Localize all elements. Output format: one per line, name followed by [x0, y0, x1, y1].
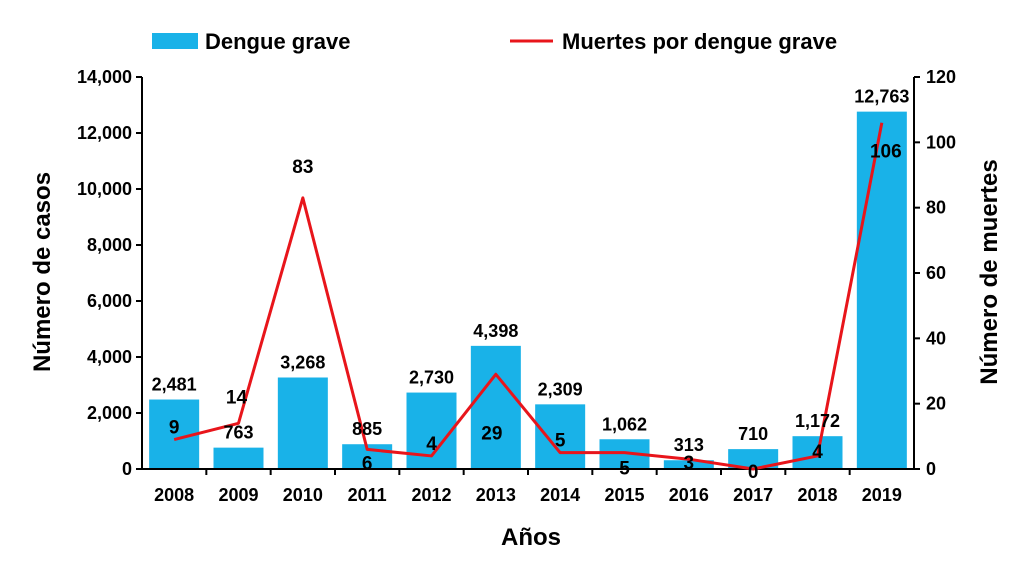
bar-2016 — [663, 460, 714, 469]
death-value-label: 4 — [426, 434, 437, 455]
bar-value-label: 885 — [352, 419, 382, 439]
x-tick-label: 2018 — [797, 485, 837, 505]
y-tick-label: 8,000 — [87, 235, 132, 255]
x-tick-label: 2014 — [540, 485, 580, 505]
death-value-label: 29 — [481, 423, 502, 444]
y-tick-label: 14,000 — [77, 67, 132, 87]
bar-value-label: 1,172 — [795, 411, 840, 431]
y-axis-title: Número de casos — [29, 172, 56, 372]
bar-2009 — [213, 447, 264, 469]
x-tick-label: 2009 — [218, 485, 258, 505]
bar-2017 — [728, 449, 779, 469]
death-value-label: 14 — [226, 387, 248, 408]
y2-tick-label: 20 — [926, 394, 946, 414]
y-tick-label: 2,000 — [87, 403, 132, 423]
y2-tick-label: 80 — [926, 198, 946, 218]
y-tick-label: 12,000 — [77, 123, 132, 143]
bar-value-label: 2,730 — [409, 368, 454, 388]
death-value-label: 5 — [555, 431, 566, 452]
x-tick-label: 2016 — [669, 485, 709, 505]
y2-tick-label: 40 — [926, 328, 946, 348]
y2-tick-label: 60 — [926, 263, 946, 283]
death-value-label: 0 — [748, 462, 759, 483]
x-axis-title: Años — [501, 524, 561, 551]
y-tick-label: 6,000 — [87, 291, 132, 311]
legend-bar-label: Dengue grave — [205, 29, 351, 54]
bar-value-label: 4,398 — [473, 321, 518, 341]
bar-value-label: 763 — [223, 423, 253, 443]
x-tick-label: 2013 — [476, 485, 516, 505]
death-value-label: 5 — [619, 459, 630, 480]
x-tick-label: 2017 — [733, 485, 773, 505]
bar-2013 — [470, 345, 521, 469]
y2-axis-title: Número de muertes — [976, 159, 1003, 384]
bar-value-label: 12,763 — [854, 87, 909, 107]
deaths-line — [173, 122, 884, 471]
legend-line-label: Muertes por dengue grave — [562, 29, 837, 54]
legend-bar-swatch — [152, 33, 198, 49]
x-tick-label: 2008 — [154, 485, 194, 505]
y-tick-label: 0 — [122, 459, 132, 479]
bar-value-label: 1,062 — [602, 414, 647, 434]
death-value-label: 9 — [169, 418, 180, 439]
x-tick-label: 2011 — [348, 485, 387, 505]
bar-value-label: 2,309 — [538, 379, 583, 399]
x-tick-label: 2015 — [604, 485, 644, 505]
y-tick-label: 4,000 — [87, 347, 132, 367]
death-value-label: 3 — [684, 453, 695, 474]
x-tick-label: 2019 — [862, 485, 902, 505]
bar-value-label: 710 — [738, 424, 768, 444]
death-value-label: 6 — [362, 453, 373, 474]
y2-tick-label: 100 — [926, 132, 956, 152]
death-value-label: 106 — [870, 142, 902, 163]
bar-2012 — [406, 392, 457, 469]
y-tick-label: 10,000 — [77, 179, 132, 199]
y2-tick-label: 120 — [926, 67, 956, 87]
bar-2019 — [856, 111, 907, 470]
legend: Dengue grave Muertes por dengue grave — [152, 29, 837, 54]
death-value-label: 83 — [292, 157, 313, 178]
bar-value-label: 2,481 — [152, 375, 197, 395]
bar-2014 — [535, 404, 586, 469]
y2-tick-label: 0 — [926, 459, 936, 479]
death-value-label: 4 — [812, 442, 823, 463]
plot-area: 0 2,000 4,000 6,000 8,000 10,000 12,000 14,000 0… — [77, 67, 956, 505]
bar-2010 — [277, 377, 328, 469]
x-tick-label: 2012 — [411, 485, 451, 505]
bar-value-label: 3,268 — [280, 352, 325, 372]
bar-value-label: 313 — [674, 435, 704, 455]
x-tick-label: 2010 — [283, 485, 323, 505]
